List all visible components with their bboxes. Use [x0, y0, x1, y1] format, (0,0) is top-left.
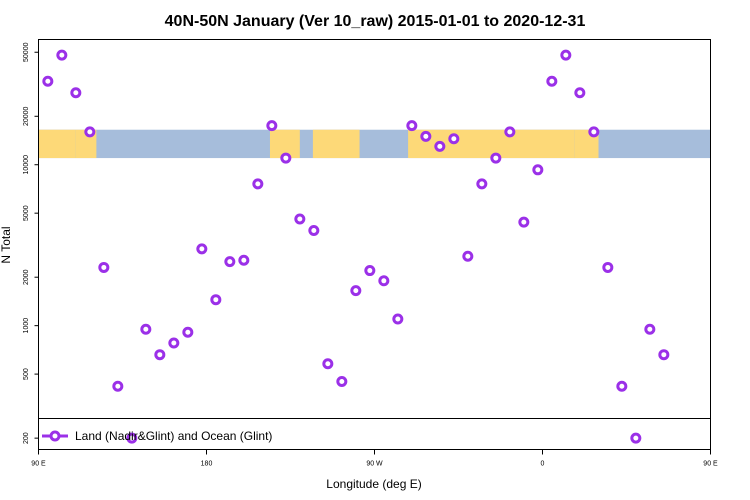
data-point	[546, 75, 558, 87]
data-point	[182, 326, 194, 338]
data-point	[476, 178, 488, 190]
y-tick-label: 500	[23, 368, 30, 380]
y-tick-label: 5000	[23, 205, 30, 221]
data-point	[434, 140, 446, 152]
legend-marker-swatch	[49, 430, 61, 442]
map-land-3	[312, 129, 360, 159]
data-point	[490, 152, 502, 164]
y-tick-label: 2000	[23, 269, 30, 285]
data-point	[252, 178, 264, 190]
y-axis: 200 500 1000 2000 5000 10000 20000 50000	[23, 42, 39, 444]
data-point	[280, 152, 292, 164]
data-point	[168, 337, 180, 349]
data-point	[644, 323, 656, 335]
data-point	[126, 432, 138, 444]
data-point	[70, 87, 82, 99]
data-point	[378, 275, 390, 287]
data-point	[560, 49, 572, 61]
data-point	[532, 164, 544, 176]
data-point	[84, 126, 96, 138]
data-point	[574, 87, 586, 99]
x-axis-label: Longitude (deg E)	[326, 477, 421, 491]
data-point	[294, 213, 306, 225]
data-point	[98, 261, 110, 273]
data-point	[462, 250, 474, 262]
data-point	[210, 294, 222, 306]
x-axis: 90 E 180 90 W 0 90 E	[31, 449, 718, 468]
data-point	[224, 256, 236, 268]
map-strip	[38, 129, 711, 159]
map-land-6	[486, 129, 575, 159]
data-points	[42, 49, 670, 444]
x-tick-label: 90 E	[703, 461, 718, 468]
data-point	[616, 380, 628, 392]
data-point	[238, 254, 250, 266]
data-point	[420, 130, 432, 142]
map-ocean	[38, 129, 711, 159]
data-point	[406, 120, 418, 132]
data-point	[504, 126, 516, 138]
data-point	[602, 261, 614, 273]
chart-title: 40N-50N January (Ver 10_raw) 2015-01-01 …	[165, 13, 586, 30]
x-tick-label: 90 W	[366, 461, 383, 468]
x-tick-label: 180	[201, 461, 213, 468]
data-point	[42, 75, 54, 87]
data-point	[322, 358, 334, 370]
map-land-0	[38, 129, 76, 159]
data-point	[266, 120, 278, 132]
data-point	[112, 380, 124, 392]
data-point	[392, 313, 404, 325]
x-tick-label: 0	[541, 461, 545, 468]
data-point	[518, 216, 530, 228]
data-point	[154, 349, 166, 361]
y-tick-label: 1000	[23, 318, 30, 334]
x-tick-label: 90 E	[31, 461, 46, 468]
data-point	[448, 133, 460, 145]
data-point	[336, 375, 348, 387]
data-point	[658, 349, 670, 361]
data-point	[588, 126, 600, 138]
data-point	[630, 432, 642, 444]
y-tick-label: 50000	[23, 42, 30, 62]
data-point	[308, 225, 320, 237]
data-point	[56, 49, 68, 61]
y-tick-label: 200	[23, 432, 30, 444]
plot-frame	[38, 39, 711, 450]
data-point	[350, 285, 362, 297]
data-point	[196, 243, 208, 255]
data-point	[140, 323, 152, 335]
y-axis-label: N Total	[0, 226, 13, 263]
legend-label: Land (Nadir&Glint) and Ocean (Glint)	[75, 429, 272, 443]
data-point	[364, 265, 376, 277]
y-tick-label: 10000	[23, 155, 30, 175]
legend: Land (Nadir&Glint) and Ocean (Glint)	[38, 418, 711, 443]
y-tick-label: 20000	[23, 106, 30, 126]
